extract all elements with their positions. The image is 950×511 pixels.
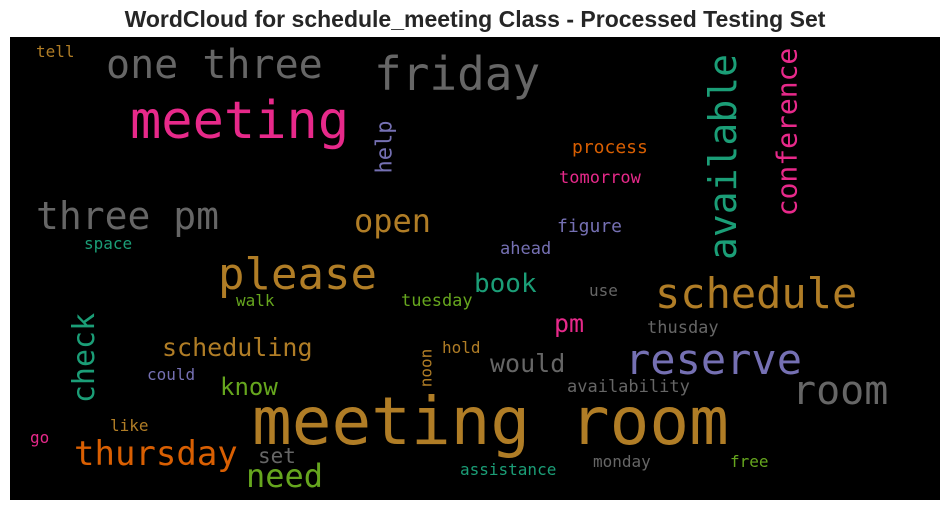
chart-title: WordCloud for schedule_meeting Class - P… <box>124 6 826 32</box>
word-meeting: meeting <box>130 91 350 151</box>
word-available: available <box>700 54 745 260</box>
word-tomorrow: tomorrow <box>559 168 641 188</box>
word-check: check <box>67 312 103 404</box>
word-help: help <box>372 120 398 174</box>
word-pm: pm <box>554 309 585 338</box>
word-would: would <box>490 349 566 378</box>
word-room: room <box>792 368 889 414</box>
word-go: go <box>30 428 50 447</box>
word-ahead: ahead <box>500 239 552 259</box>
word-thusday: thusday <box>647 318 719 338</box>
word-walk: walk <box>236 291 275 310</box>
word-book: book <box>474 269 537 299</box>
word-cloud: meeting room meeting friday one three th… <box>10 37 940 500</box>
word-meeting-room: meeting room <box>252 383 729 460</box>
word-assistance: assistance <box>460 460 557 479</box>
word-process: process <box>572 137 648 158</box>
word-thursday: thursday <box>74 434 238 474</box>
word-please: please <box>218 249 377 300</box>
word-figure: figure <box>557 216 623 237</box>
word-space: space <box>84 234 133 253</box>
word-one-three: one three <box>106 42 323 88</box>
word-hold: hold <box>442 338 481 357</box>
word-monday: monday <box>593 452 651 471</box>
word-scheduling: scheduling <box>162 333 313 362</box>
word-free: free <box>730 452 769 471</box>
word-three-pm: three pm <box>36 194 220 238</box>
word-friday: friday <box>374 47 541 101</box>
word-could: could <box>147 365 196 384</box>
word-conference: conference <box>770 47 804 217</box>
word-use: use <box>589 281 618 300</box>
word-set: set <box>258 444 296 468</box>
word-availability: availability <box>567 377 690 397</box>
word-need: need <box>246 457 324 495</box>
word-tuesday: tuesday <box>401 291 473 311</box>
word-know: know <box>220 373 278 401</box>
word-reserve: reserve <box>625 335 803 384</box>
word-noon: noon <box>416 348 436 388</box>
word-open: open <box>354 202 432 240</box>
word-like: like <box>110 416 149 435</box>
word-tell: tell <box>36 42 75 61</box>
word-schedule: schedule <box>655 269 858 318</box>
